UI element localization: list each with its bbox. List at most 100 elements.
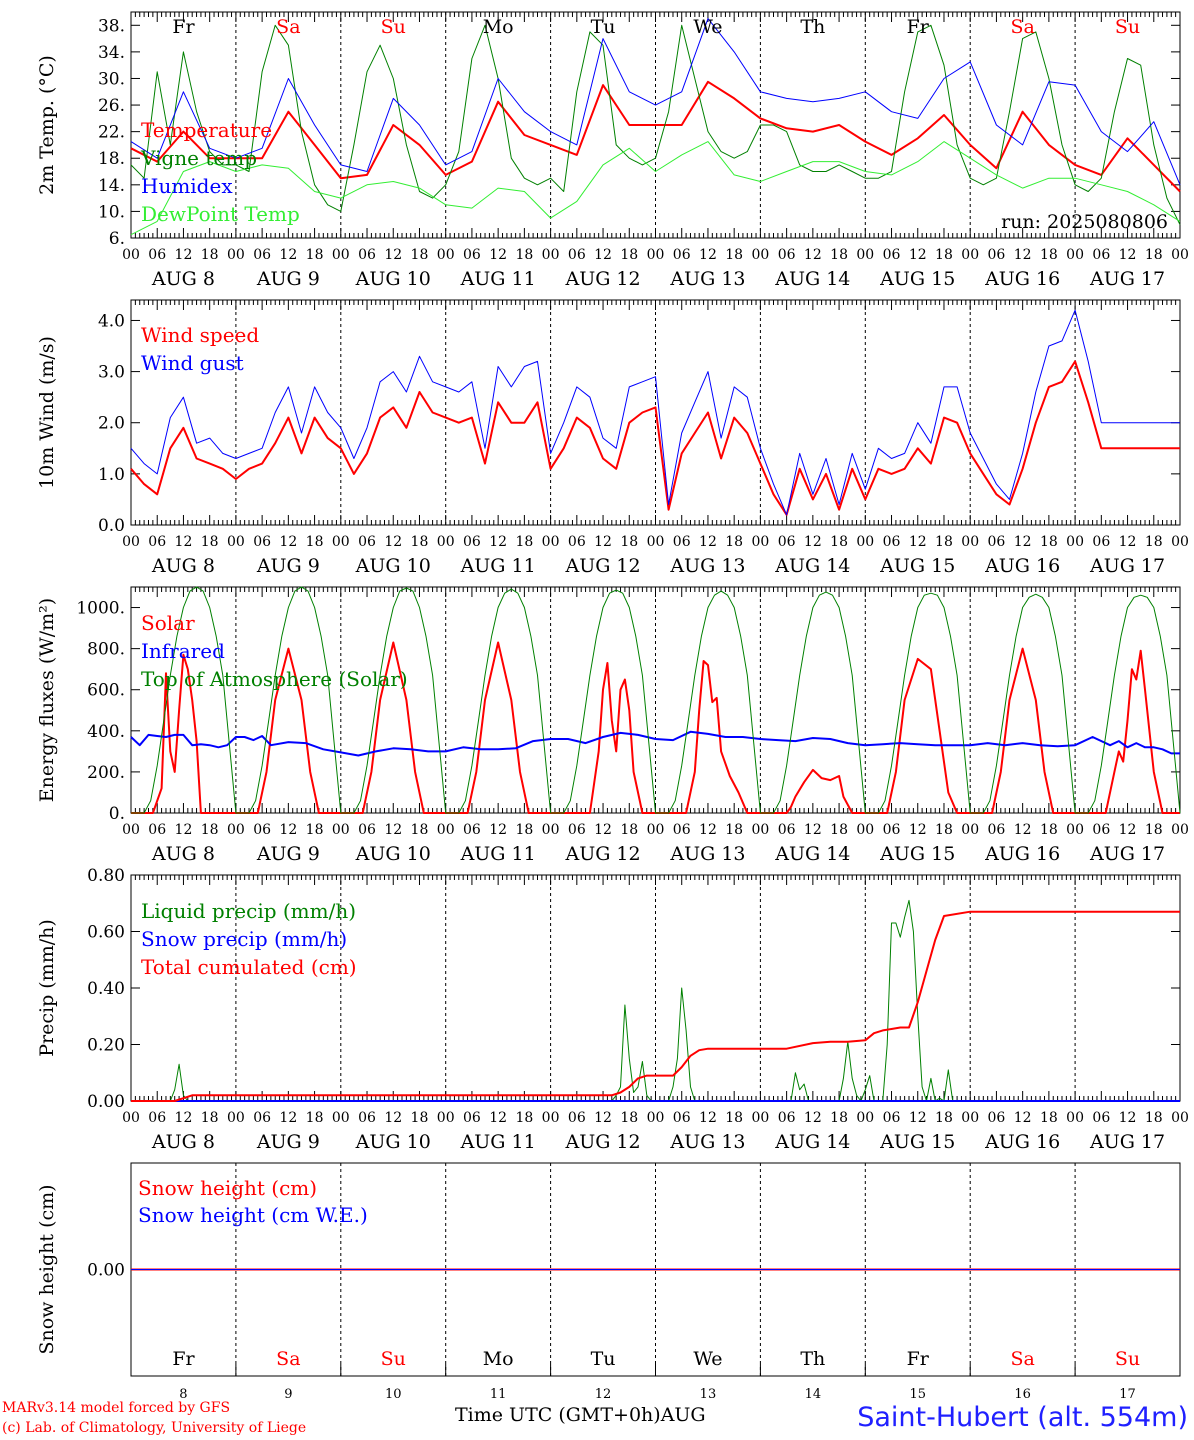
hour-label: 06 — [253, 247, 271, 263]
date-label: AUG 13 — [669, 555, 745, 577]
hour-label: 00 — [961, 247, 979, 263]
hour-label: 12 — [489, 534, 507, 550]
legend-entry: Humidex — [141, 174, 233, 198]
legend-entry: Solar — [141, 611, 195, 635]
day-number-label: 10 — [385, 1387, 402, 1402]
hour-label: 18 — [1145, 822, 1163, 838]
weekday-label-top: Su — [1115, 16, 1140, 38]
hour-label: 12 — [1014, 247, 1032, 263]
weekday-label-top: Sa — [276, 16, 300, 38]
hour-label: 06 — [253, 822, 271, 838]
hour-label: 00 — [856, 534, 874, 550]
hour-label: 12 — [489, 247, 507, 263]
hour-label: 06 — [148, 247, 166, 263]
date-label: AUG 13 — [669, 268, 745, 290]
y-tick-label: 0.0 — [98, 516, 125, 536]
hour-label: 18 — [306, 247, 324, 263]
hour-label: 06 — [778, 247, 796, 263]
y-tick-label: 14. — [98, 176, 125, 196]
hour-label: 12 — [384, 247, 402, 263]
y-axis-title: 2m Temp. (°C) — [36, 55, 58, 195]
date-label: AUG 10 — [355, 555, 431, 577]
day-number-label: 16 — [1014, 1387, 1031, 1402]
hour-label: 06 — [358, 1110, 376, 1126]
hour-label: 12 — [175, 822, 193, 838]
hour-label: 00 — [961, 822, 979, 838]
hour-label: 00 — [332, 534, 350, 550]
hour-label: 00 — [647, 247, 665, 263]
hour-label: 00 — [332, 822, 350, 838]
y-axis-title: 10m Wind (m/s) — [36, 336, 58, 489]
hour-label: 06 — [1092, 822, 1110, 838]
hour-label: 00 — [647, 1110, 665, 1126]
hour-label: 18 — [411, 822, 429, 838]
y-tick-label: 18. — [98, 149, 125, 169]
hour-label: 06 — [988, 1110, 1006, 1126]
legend-entry: Wind speed — [141, 323, 259, 347]
day-number-label: 14 — [805, 1387, 822, 1402]
hour-label: 00 — [1171, 534, 1189, 550]
series-line-wind-gust — [130, 309, 1180, 516]
hour-label: 12 — [1119, 534, 1137, 550]
date-label: AUG 14 — [774, 268, 850, 290]
hour-label: 18 — [830, 247, 848, 263]
legend-entry: Liquid precip (mm/h) — [141, 899, 356, 923]
weekday-label-bottom: Su — [1115, 1348, 1140, 1370]
hour-label: 00 — [1171, 1110, 1189, 1126]
hour-label: 18 — [1145, 1110, 1163, 1126]
date-label: AUG 10 — [355, 268, 431, 290]
date-label: AUG 16 — [984, 1131, 1060, 1153]
legend-entry: Snow height (cm W.E.) — [138, 1203, 368, 1227]
date-label: AUG 14 — [774, 555, 850, 577]
hour-label: 12 — [909, 1110, 927, 1126]
date-label: AUG 9 — [256, 268, 320, 290]
legend-entry: Total cumulated (cm) — [141, 955, 357, 979]
date-label: AUG 8 — [151, 555, 215, 577]
hour-label: 12 — [909, 247, 927, 263]
hour-label: 12 — [909, 822, 927, 838]
hour-label: 06 — [568, 1110, 586, 1126]
hour-label: 12 — [594, 822, 612, 838]
y-axis-title: Energy fluxes (W/m²) — [36, 598, 58, 802]
weekday-label-top: Th — [800, 16, 825, 38]
legend-entry: Top of Atmosphere (Solar) — [141, 667, 408, 691]
hour-label: 12 — [699, 534, 717, 550]
hour-label: 00 — [227, 247, 245, 263]
hour-label: 12 — [175, 247, 193, 263]
hour-label: 00 — [122, 822, 140, 838]
hour-label: 12 — [489, 822, 507, 838]
series-line-temperature — [130, 80, 1181, 193]
y-tick-label: 22. — [98, 123, 125, 143]
hour-label: 18 — [725, 247, 743, 263]
weekday-label-top: Sa — [1010, 16, 1034, 38]
hour-label: 00 — [961, 1110, 979, 1126]
weekday-label-bottom: We — [693, 1348, 722, 1370]
y-tick-label: 0.80 — [87, 866, 125, 886]
y-tick-label: 10. — [98, 202, 125, 222]
hour-label: 06 — [568, 534, 586, 550]
weekday-label-bottom: Fr — [172, 1348, 195, 1370]
hour-label: 00 — [961, 534, 979, 550]
hour-label: 18 — [201, 534, 219, 550]
date-label: AUG 16 — [984, 843, 1060, 865]
date-label: AUG 8 — [151, 843, 215, 865]
hour-label: 06 — [778, 1110, 796, 1126]
hour-label: 00 — [856, 822, 874, 838]
date-label: AUG 11 — [460, 555, 536, 577]
hour-label: 06 — [253, 534, 271, 550]
hour-label: 18 — [830, 534, 848, 550]
hour-label: 06 — [673, 822, 691, 838]
weekday-label-bottom: Th — [800, 1348, 825, 1370]
hour-label: 00 — [1066, 1110, 1084, 1126]
hour-label: 00 — [647, 822, 665, 838]
hour-label: 12 — [699, 1110, 717, 1126]
date-label: AUG 13 — [669, 843, 745, 865]
date-label: AUG 11 — [460, 1131, 536, 1153]
hour-label: 00 — [332, 1110, 350, 1126]
legend-entry: Snow precip (mm/h) — [141, 927, 347, 951]
y-tick-label: 3.0 — [98, 363, 125, 383]
hour-label: 18 — [1040, 1110, 1058, 1126]
hour-label: 00 — [227, 822, 245, 838]
hour-label: 06 — [778, 822, 796, 838]
station-name: Saint-Hubert (alt. 554m) — [857, 1402, 1188, 1433]
